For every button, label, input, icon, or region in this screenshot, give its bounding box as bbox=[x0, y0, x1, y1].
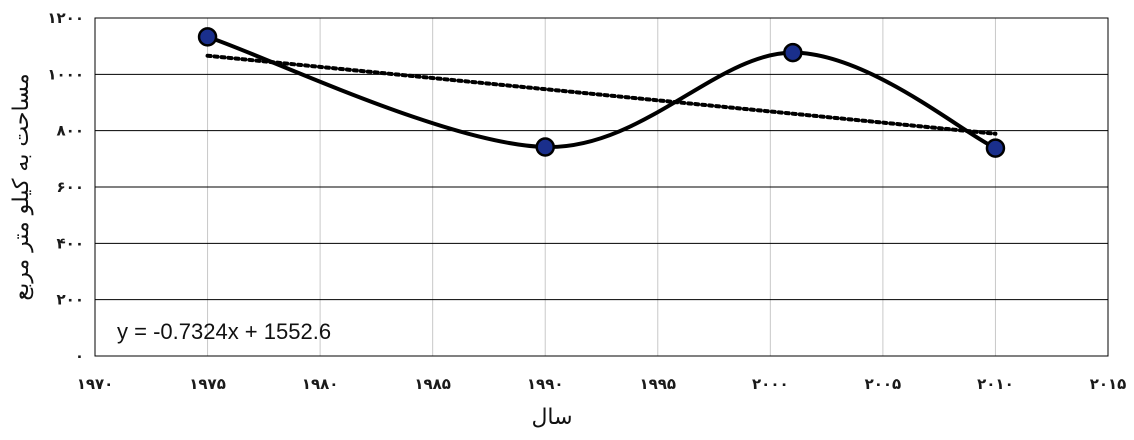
trendline-equation: y = -0.7324x + 1552.6 bbox=[117, 319, 331, 344]
data-point bbox=[783, 42, 803, 63]
y-tick-label: ۶۰۰ bbox=[57, 178, 84, 196]
y-tick-label: ۱۲۰۰ bbox=[47, 9, 84, 27]
y-tick-label: ۴۰۰ bbox=[57, 234, 84, 252]
y-tick-label: ۲۰۰ bbox=[57, 291, 84, 309]
x-tick-label: ۱۹۷۵ bbox=[189, 375, 226, 393]
series-line bbox=[206, 34, 997, 150]
data-point bbox=[535, 137, 555, 157]
x-tick-label: ۲۰۱۵ bbox=[1090, 375, 1127, 393]
x-tick-label: ۲۰۰۵ bbox=[865, 375, 902, 393]
y-tick-label: ۸۰۰ bbox=[57, 122, 84, 140]
data-points bbox=[197, 27, 1006, 158]
x-tick-label: ۲۰۱۰ bbox=[977, 375, 1014, 393]
data-point bbox=[985, 138, 1006, 158]
y-tick-label: ۱۰۰۰ bbox=[47, 65, 84, 83]
y-tick-label: ۰ bbox=[75, 347, 84, 365]
x-tick-label: ۱۹۷۰ bbox=[77, 375, 114, 393]
x-axis-title: سال bbox=[531, 405, 572, 430]
x-tick-label: ۱۹۸۵ bbox=[414, 375, 451, 393]
x-tick-label: ۱۹۹۵ bbox=[639, 375, 676, 393]
y-tick-labels: ۰ ۲۰۰ ۴۰۰ ۶۰۰ ۸۰۰ ۱۰۰۰ ۱۲۰۰ bbox=[47, 9, 84, 365]
x-tick-label: ۱۹۸۰ bbox=[302, 375, 339, 393]
plot-area bbox=[94, 17, 1109, 357]
trendline bbox=[205, 53, 998, 136]
data-point bbox=[197, 27, 218, 47]
y-axis-title: مساحت به کیلو متر مربع bbox=[9, 73, 34, 300]
x-tick-labels: ۱۹۷۰ ۱۹۷۵ ۱۹۸۰ ۱۹۸۵ ۱۹۹۰ ۱۹۹۵ ۲۰۰۰ ۲۰۰۵ ۲۰۱۰ ۲۰۱۵ bbox=[77, 375, 1127, 393]
grid bbox=[94, 17, 1109, 357]
x-tick-label: ۱۹۹۰ bbox=[527, 375, 564, 393]
x-tick-label: ۲۰۰۰ bbox=[752, 375, 789, 393]
